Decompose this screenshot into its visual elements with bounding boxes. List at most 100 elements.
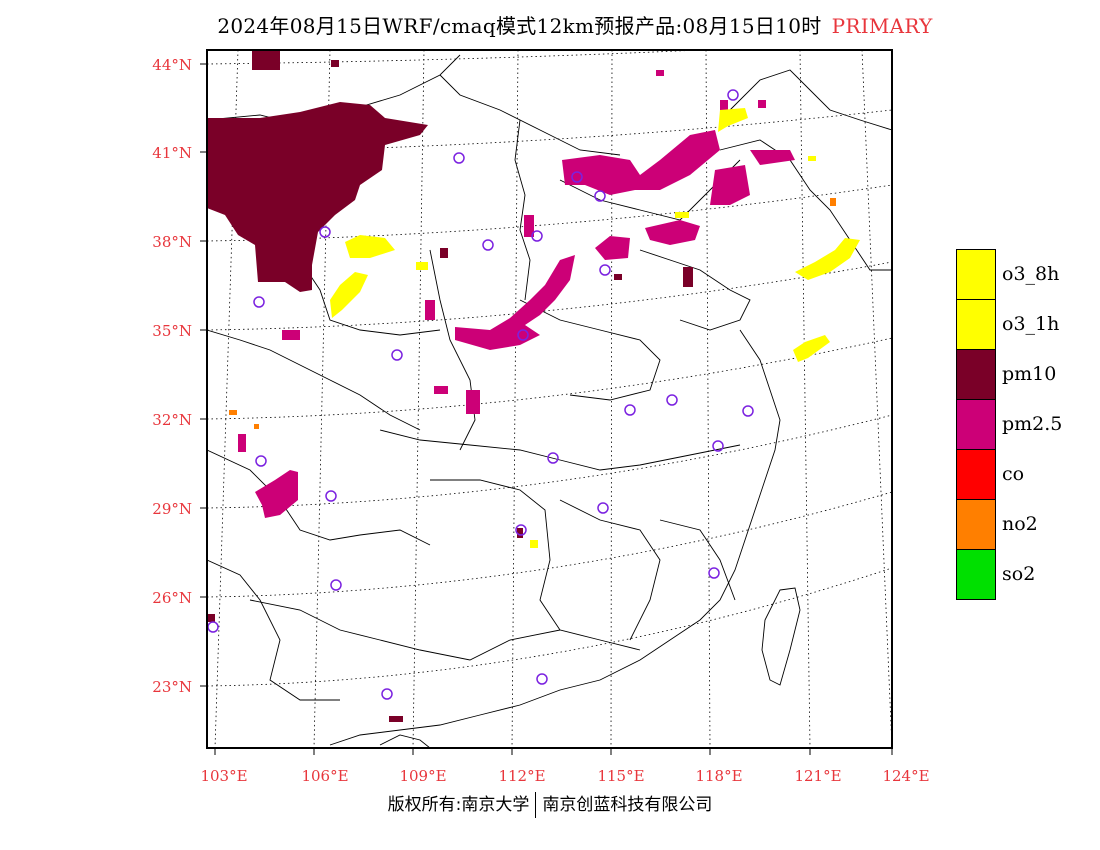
station-marker <box>742 405 754 417</box>
station-marker <box>571 171 583 183</box>
station-marker <box>547 452 559 464</box>
lon-label-118: 118°E <box>695 767 742 785</box>
pm10-patch-top <box>252 50 280 70</box>
pm25-patch-5 <box>238 434 246 452</box>
legend-swatch <box>956 249 996 300</box>
pm25-patch-9 <box>720 100 728 116</box>
hainan-outline <box>379 734 431 748</box>
boundary-shaanxi <box>429 249 476 451</box>
pm25-patch-1 <box>524 215 534 237</box>
station-marker <box>515 524 527 536</box>
gridline-lon-106 <box>313 50 331 748</box>
pm25-region-north-plain <box>562 130 720 195</box>
lat-label-44: 44°N <box>152 56 192 74</box>
station-marker <box>253 296 265 308</box>
latitude-axis <box>200 63 207 687</box>
station-marker <box>482 239 494 251</box>
boundary-hunan <box>430 479 561 631</box>
station-marker <box>624 404 636 416</box>
monitoring-stations <box>207 89 754 700</box>
lon-label-106: 106°E <box>301 767 348 785</box>
figure-title: 2024年08月15日WRF/cmaq模式12km预报产品:08月15日10时 P… <box>0 10 1100 39</box>
o3-region-korea-sea <box>795 238 860 280</box>
legend-label: o3_8h <box>1002 263 1060 285</box>
o3-patch-3 <box>675 212 689 218</box>
o3-regions <box>330 108 860 548</box>
pm25-region-sichuan <box>255 470 298 518</box>
no2-patch-2 <box>254 424 259 429</box>
gridline-lat-32 <box>207 337 892 420</box>
gridline-lon-115 <box>610 50 613 748</box>
station-marker <box>207 621 219 633</box>
station-marker <box>712 440 724 452</box>
pm25-region-taihang <box>455 255 575 350</box>
pm10-patch-yunnan <box>207 614 215 622</box>
pm25-region-hebei-belt <box>710 165 750 205</box>
lon-label-109: 109°E <box>399 767 446 785</box>
o3-region-yellow-sea <box>793 335 830 362</box>
boundary-guangxi <box>249 599 641 661</box>
boundary-fujian <box>659 519 736 601</box>
boundary-qinghai <box>207 329 421 431</box>
station-marker <box>727 89 739 101</box>
pm10-patch-top-2 <box>331 60 339 67</box>
lon-label-103: 103°E <box>200 767 247 785</box>
o3-region-ningxia <box>345 235 395 258</box>
map-content <box>207 50 892 748</box>
pm25-regions <box>238 70 795 518</box>
lat-label-32: 32°N <box>152 411 192 429</box>
gridline-lat-38 <box>207 184 892 242</box>
legend-swatch <box>956 499 996 550</box>
o3-patch-4 <box>808 156 816 161</box>
pm10-patch-south <box>389 716 403 722</box>
o3-region-bohai <box>718 108 748 132</box>
no2-regions <box>229 198 836 429</box>
pm10-region-northwest <box>207 102 428 292</box>
gridline-lon-124 <box>861 50 892 748</box>
station-marker <box>330 579 342 591</box>
boundary-inner-mongolia <box>514 119 531 301</box>
gridline-lat-23 <box>207 567 892 687</box>
boundary-henan <box>519 299 661 401</box>
boundary-shandong <box>639 249 751 331</box>
station-marker <box>517 329 529 341</box>
latitude-gridlines <box>207 50 892 687</box>
boundary-sichuan <box>207 449 431 546</box>
no2-patch-1 <box>229 410 237 415</box>
gridline-lon-118 <box>705 50 711 748</box>
pm25-patch-7 <box>758 100 766 108</box>
gridline-lat-35 <box>207 261 892 331</box>
pm10-patch-hebei <box>614 274 622 280</box>
pm25-region-liaoning <box>750 150 795 165</box>
pm25-patch-2 <box>466 390 480 414</box>
coastline-east <box>329 329 781 746</box>
boundary-yunnan <box>207 559 340 701</box>
lat-label-26: 26°N <box>152 589 192 607</box>
lat-label-41: 41°N <box>152 144 192 162</box>
station-marker <box>319 226 331 238</box>
legend-label: no2 <box>1002 513 1038 535</box>
station-marker <box>708 567 720 579</box>
station-marker <box>597 502 609 514</box>
station-marker <box>381 688 393 700</box>
pm10-regions <box>207 50 693 722</box>
legend-swatch <box>956 299 996 350</box>
boundary-yangtze <box>379 429 741 471</box>
station-marker <box>599 264 611 276</box>
legend-label: o3_1h <box>1002 313 1060 335</box>
title-tag: PRIMARY <box>831 14 933 38</box>
pm25-patch-4 <box>282 330 300 340</box>
taiwan-outline <box>761 587 801 686</box>
station-marker <box>391 349 403 361</box>
gridline-lon-109 <box>412 50 425 748</box>
legend-label: pm2.5 <box>1002 413 1063 435</box>
lat-label-29: 29°N <box>152 500 192 518</box>
lon-label-115: 115°E <box>597 767 644 785</box>
station-marker <box>453 152 465 164</box>
copyright-separator <box>535 792 537 818</box>
longitude-gridlines <box>214 50 892 748</box>
legend-swatch <box>956 399 996 450</box>
latitude-labels: 44°N 41°N 38°N 35°N 32°N 29°N 26°N 23°N <box>152 56 192 696</box>
